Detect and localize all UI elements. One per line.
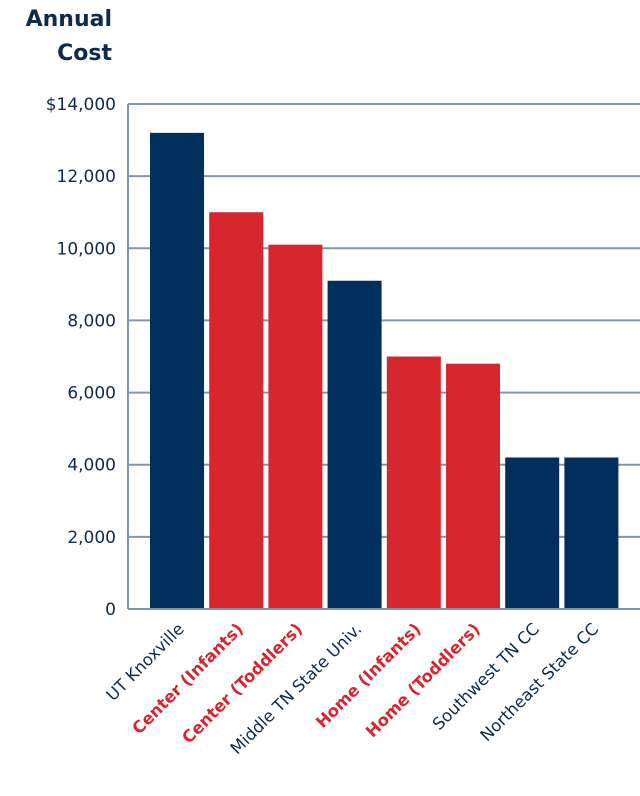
y-tick-label: 4,000 <box>67 456 116 476</box>
y-axis-title-line: Annual <box>26 7 112 32</box>
bar <box>505 457 560 609</box>
x-tick-label: Center (Infants) <box>128 619 247 738</box>
bars <box>150 132 619 609</box>
y-tick-label: 2,000 <box>67 528 116 548</box>
x-tick-label: Home (Toddlers) <box>362 619 484 741</box>
y-axis-title-line: Cost <box>57 41 112 66</box>
bar <box>386 356 441 609</box>
y-tick-label: 12,000 <box>57 167 116 187</box>
y-tick-label: $14,000 <box>46 95 116 115</box>
bar <box>446 363 500 609</box>
bar <box>564 457 619 609</box>
x-tick-label: Southwest TN CC <box>429 619 543 733</box>
y-tick-label: 0 <box>105 600 116 620</box>
axes <box>127 104 640 610</box>
y-axis-title: Annual Cost <box>26 7 113 66</box>
y-tick-label: 10,000 <box>57 239 116 259</box>
bar <box>268 244 323 609</box>
x-tick-label: Northeast State CC <box>477 619 603 745</box>
bar <box>327 280 382 609</box>
gridlines <box>128 103 640 538</box>
y-tick-label: 8,000 <box>67 311 116 331</box>
y-tick-label: 6,000 <box>67 384 116 404</box>
x-tick-label: Home (Infants) <box>312 619 424 731</box>
y-tick-labels: 0 2,000 4,000 6,000 8,000 10,000 12,000 $14,000 <box>46 95 116 620</box>
bar <box>150 132 204 609</box>
bar <box>209 212 264 609</box>
